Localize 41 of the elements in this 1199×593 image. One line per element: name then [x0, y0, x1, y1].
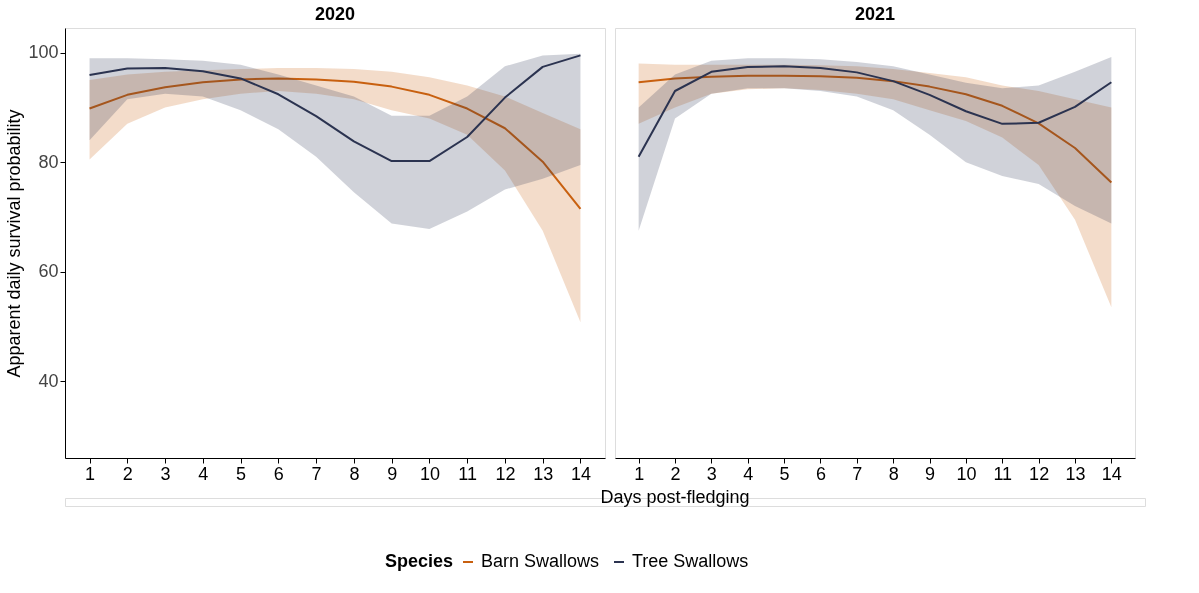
x-tick-label: 4: [198, 463, 209, 484]
x-tick-label: 13: [1065, 463, 1086, 484]
y-tick-label: 60: [38, 261, 59, 282]
x-tick-label: 11: [993, 463, 1013, 484]
y-axis-title: Apparent daily survival probability: [4, 109, 25, 378]
x-tick-label: 12: [495, 463, 516, 484]
line-series: [88, 54, 582, 163]
x-tick-label: 4: [743, 463, 754, 484]
x-tick-label: 8: [349, 463, 360, 484]
x-tick-label: 6: [273, 463, 284, 484]
x-axis-title: Days post-fledging: [600, 487, 750, 507]
x-tick-label: 3: [706, 463, 717, 484]
x-tick-label: 7: [852, 463, 863, 484]
x-tick-label: 13: [533, 463, 554, 484]
legend-label: Barn Swallows: [481, 551, 600, 571]
chart-title: 2020: [314, 4, 356, 24]
x-tick-label: 2: [670, 463, 681, 484]
chart-title: 2021: [854, 4, 896, 24]
x-tick-label: 1: [85, 463, 96, 484]
x-tick-label: 2: [122, 463, 133, 484]
x-tick-label: 1: [634, 463, 645, 484]
x-tick-label: 14: [1101, 463, 1122, 484]
line-series: [88, 77, 582, 210]
y-tick-label: 80: [38, 151, 59, 172]
x-tick-label: 3: [160, 463, 171, 484]
legend-label: Tree Swallows: [632, 551, 749, 571]
x-tick-label: 7: [311, 463, 322, 484]
x-tick-label: 5: [236, 463, 247, 484]
y-tick-label: 100: [28, 42, 59, 63]
x-tick-label: 9: [925, 463, 936, 484]
x-tick-label: 11: [458, 463, 478, 484]
x-tick-label: 9: [387, 463, 398, 484]
x-tick-label: 8: [888, 463, 899, 484]
x-tick-label: 12: [1029, 463, 1050, 484]
x-tick-label: 10: [419, 463, 440, 484]
y-tick-label: 40: [38, 370, 59, 391]
x-tick-label: 14: [570, 463, 591, 484]
x-tick-label: 5: [779, 463, 790, 484]
x-tick-label: 6: [815, 463, 826, 484]
legend-title: Species: [385, 551, 454, 571]
x-tick-label: 10: [956, 463, 977, 484]
